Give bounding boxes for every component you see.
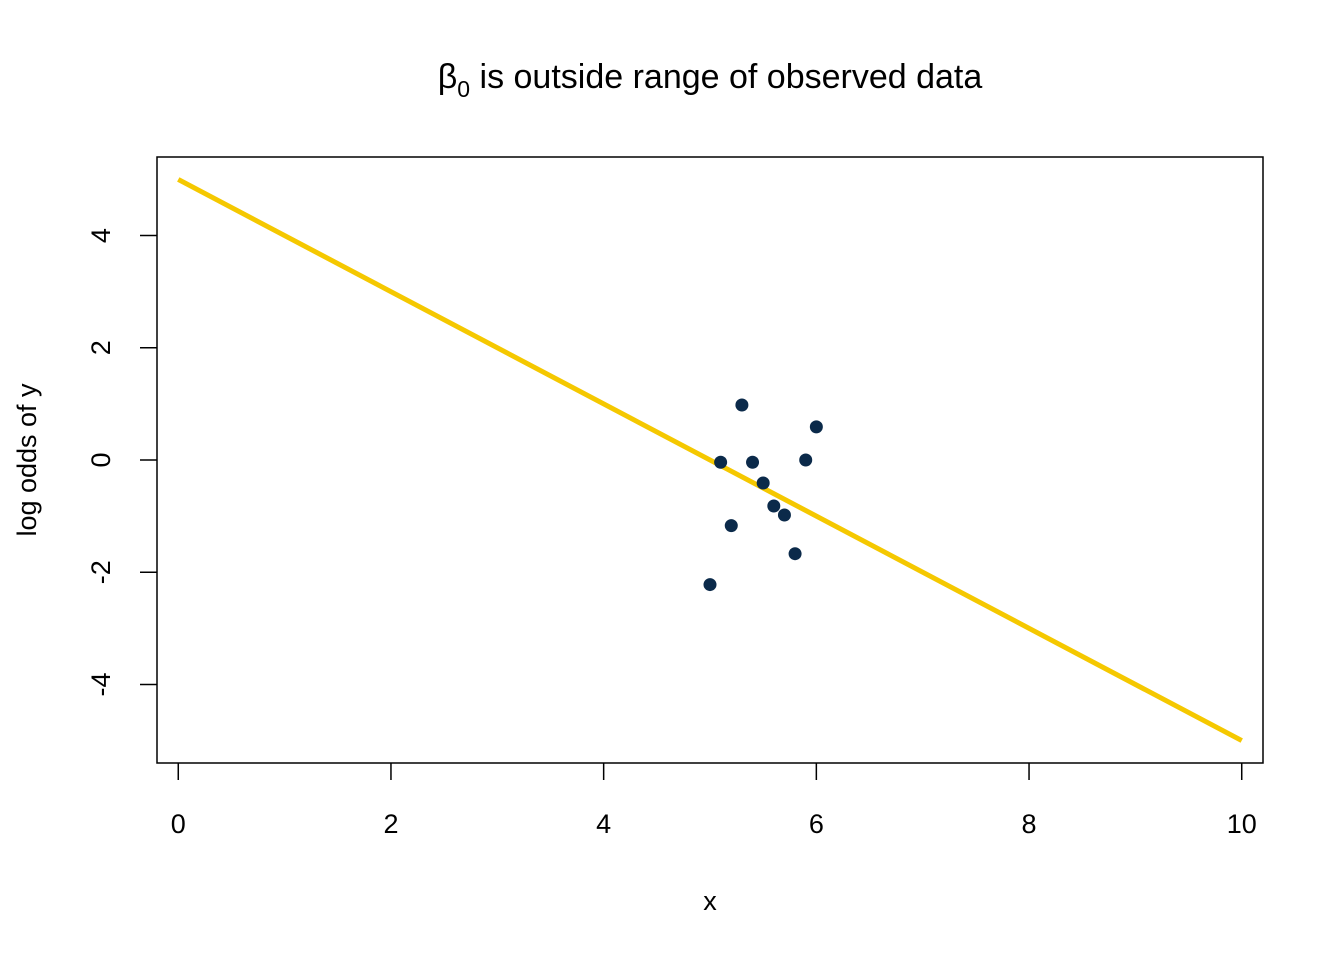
x-tick-label: 4 [596,809,611,839]
data-point [724,519,738,533]
y-tick-label: 2 [86,340,116,355]
data-point [777,508,791,522]
data-point [714,455,728,469]
y-tick-label: -4 [86,672,116,696]
data-point [756,476,770,490]
data-point [703,578,717,592]
data-point [788,547,802,561]
title-text: is outside range of observed data [470,58,982,96]
y-tick-label: 4 [86,228,116,243]
data-point [799,453,813,467]
data-points [703,398,823,592]
title-subscript: 0 [457,76,470,102]
y-tick-label: -2 [86,560,116,584]
x-tick-label: 10 [1227,809,1257,839]
x-tick-label: 8 [1022,809,1037,839]
x-tick-label: 2 [383,809,398,839]
y-axis-label: log odds of y [12,383,42,537]
x-tick-label: 0 [171,809,186,839]
x-axis: 0 2 4 6 8 10 [171,763,1257,839]
regression-line [177,177,1243,743]
title-greek: β [438,58,458,96]
data-point [746,455,760,469]
data-point [767,499,781,513]
data-point [735,398,749,412]
x-tick-label: 6 [809,809,824,839]
data-point [809,420,823,434]
x-axis-label: x [703,886,717,916]
chart-title: β0 is outside range of observed data [438,58,983,102]
y-tick-label: 0 [86,452,116,467]
y-axis: -4 -2 0 2 4 [86,228,157,696]
